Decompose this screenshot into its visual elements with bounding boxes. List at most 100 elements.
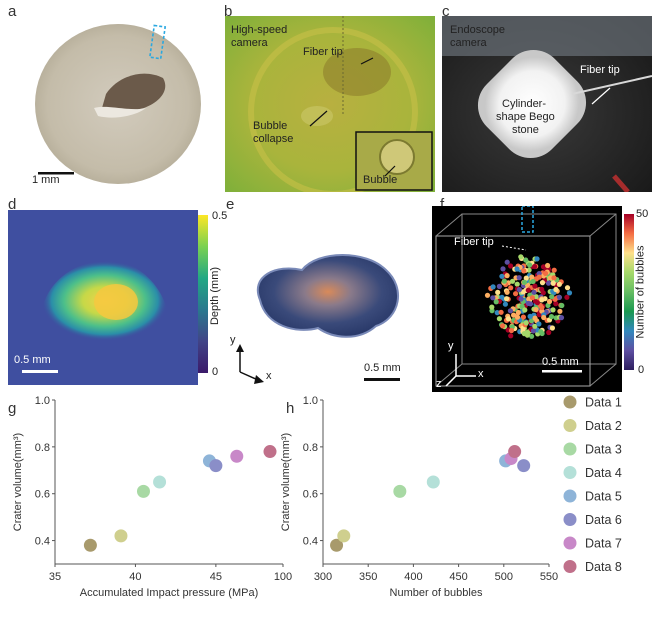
fiber-tip-label-f: Fiber tip	[454, 236, 494, 248]
bubble-point	[546, 329, 552, 336]
axis-y-e: y	[230, 334, 236, 346]
bubble-point	[558, 315, 565, 321]
bubble-point	[525, 329, 531, 335]
fiber-position-box	[148, 24, 167, 60]
bubble-point	[556, 281, 562, 287]
y-axis-label: Crater volume(mm³)	[280, 433, 292, 531]
depth-colorbar	[198, 215, 208, 373]
bubble-point	[500, 323, 506, 329]
fiber-tip-label-c: Fiber tip	[580, 64, 620, 76]
fiber	[571, 75, 652, 95]
bubble-point	[489, 304, 495, 310]
x-tick-label: 400	[404, 571, 422, 583]
bubble-point	[530, 328, 536, 334]
y-tick-label: 0.8	[303, 442, 318, 454]
fiber-position-box-f	[521, 206, 534, 233]
legend-label: Data 4	[585, 466, 622, 480]
legend-label: Data 2	[585, 419, 622, 433]
x-axis-label: Accumulated Impact pressure (MPa)	[80, 587, 259, 599]
scalebar-f	[542, 370, 582, 373]
bubble-point	[534, 300, 540, 306]
bubble-point	[539, 286, 545, 292]
panel-label-e: e	[226, 196, 235, 213]
bubble-point	[536, 321, 542, 327]
bubble-point	[498, 309, 504, 315]
bubble-point	[534, 256, 540, 262]
bubble-point	[549, 325, 555, 331]
x-tick-label: 35	[49, 571, 61, 583]
y-axis-label: Crater volume(mm³)	[12, 433, 24, 531]
bubble-point	[551, 275, 557, 281]
bubble-point	[551, 267, 557, 273]
bubble-point	[529, 333, 535, 339]
panel-b-high-speed-image: High-speed camera Fiber tip Bubble colla…	[225, 16, 435, 192]
panel-label-h: h	[286, 400, 295, 417]
stone-label-c-3: stone	[512, 124, 539, 136]
bubble-point	[508, 327, 515, 334]
bubble-point	[490, 284, 496, 290]
bubble-colorbar-tick-max: 50	[636, 208, 649, 220]
depth-colorbar-label: Depth (mm)	[209, 266, 222, 326]
data-point	[263, 445, 277, 459]
y-tick-label: 1.0	[303, 395, 318, 407]
data-point	[426, 475, 440, 489]
crater-rim	[94, 106, 146, 118]
panel-label-g: g	[8, 400, 17, 417]
scalebar-d	[22, 370, 58, 373]
panel-label-a: a	[8, 3, 17, 20]
x-tick-label: 350	[359, 571, 377, 583]
legend-marker	[563, 560, 577, 573]
bubble-point	[507, 308, 513, 314]
bubble-point	[539, 280, 546, 286]
bubble-point	[523, 320, 529, 326]
bubble-point	[493, 299, 499, 305]
legend-marker	[563, 419, 577, 432]
bubble-point	[511, 312, 517, 318]
bubble-point	[496, 283, 502, 289]
depth-heatmap	[8, 210, 198, 385]
bubble-point	[504, 259, 510, 265]
bubble-point	[525, 287, 531, 293]
bubble-point	[519, 303, 525, 309]
legend-marker	[563, 466, 577, 479]
y-tick-label: 1.0	[35, 395, 50, 407]
axis-x-f: x	[478, 368, 484, 380]
crater-3d-render	[236, 254, 400, 384]
bubble-point	[509, 278, 516, 284]
bubble-point	[546, 298, 553, 305]
chart-h: 0.4 0.6 0.8 1.0 300 350 400 450 500 550 Number of …	[280, 395, 558, 599]
bubble-point	[484, 292, 491, 298]
bubble-point	[557, 308, 563, 314]
bubble-point	[553, 301, 559, 307]
panel-label-c: c	[442, 3, 450, 20]
bubble-point	[529, 295, 535, 301]
collapse-spot	[301, 106, 333, 126]
bubble-point	[504, 296, 510, 302]
bubble-point	[521, 279, 528, 285]
bubble-point	[532, 283, 538, 289]
stone-photo-illustration	[35, 24, 201, 184]
camera-label-b-1: High-speed	[231, 24, 288, 36]
camera-label-c-1: Endoscope	[450, 24, 506, 36]
legend-label: Data 5	[585, 490, 622, 504]
bubble-point	[545, 280, 552, 286]
bubble-point	[518, 254, 524, 260]
bubble-point	[526, 267, 532, 273]
data-point	[393, 484, 407, 498]
panel-c-endoscope-image: Endoscope camera Fiber tip Cylinder- sha…	[442, 16, 652, 192]
bubble-colorbar	[624, 214, 634, 370]
bubble-point	[531, 289, 537, 295]
legend-marker	[563, 489, 577, 503]
camera-label-c-2: camera	[450, 37, 487, 49]
data-point	[337, 529, 351, 543]
bubble-point	[494, 310, 500, 316]
data-point	[230, 449, 244, 463]
bubble-point	[516, 287, 522, 293]
x-axis-label: Number of bubbles	[390, 587, 483, 599]
bubble-point	[545, 302, 551, 308]
bubble-point	[496, 316, 502, 322]
x-tick-label: 40	[129, 571, 141, 583]
crater-surface	[257, 254, 400, 338]
panel-d-depth-map: 0.5 mm	[8, 210, 198, 385]
endoscope-frame	[442, 16, 652, 192]
